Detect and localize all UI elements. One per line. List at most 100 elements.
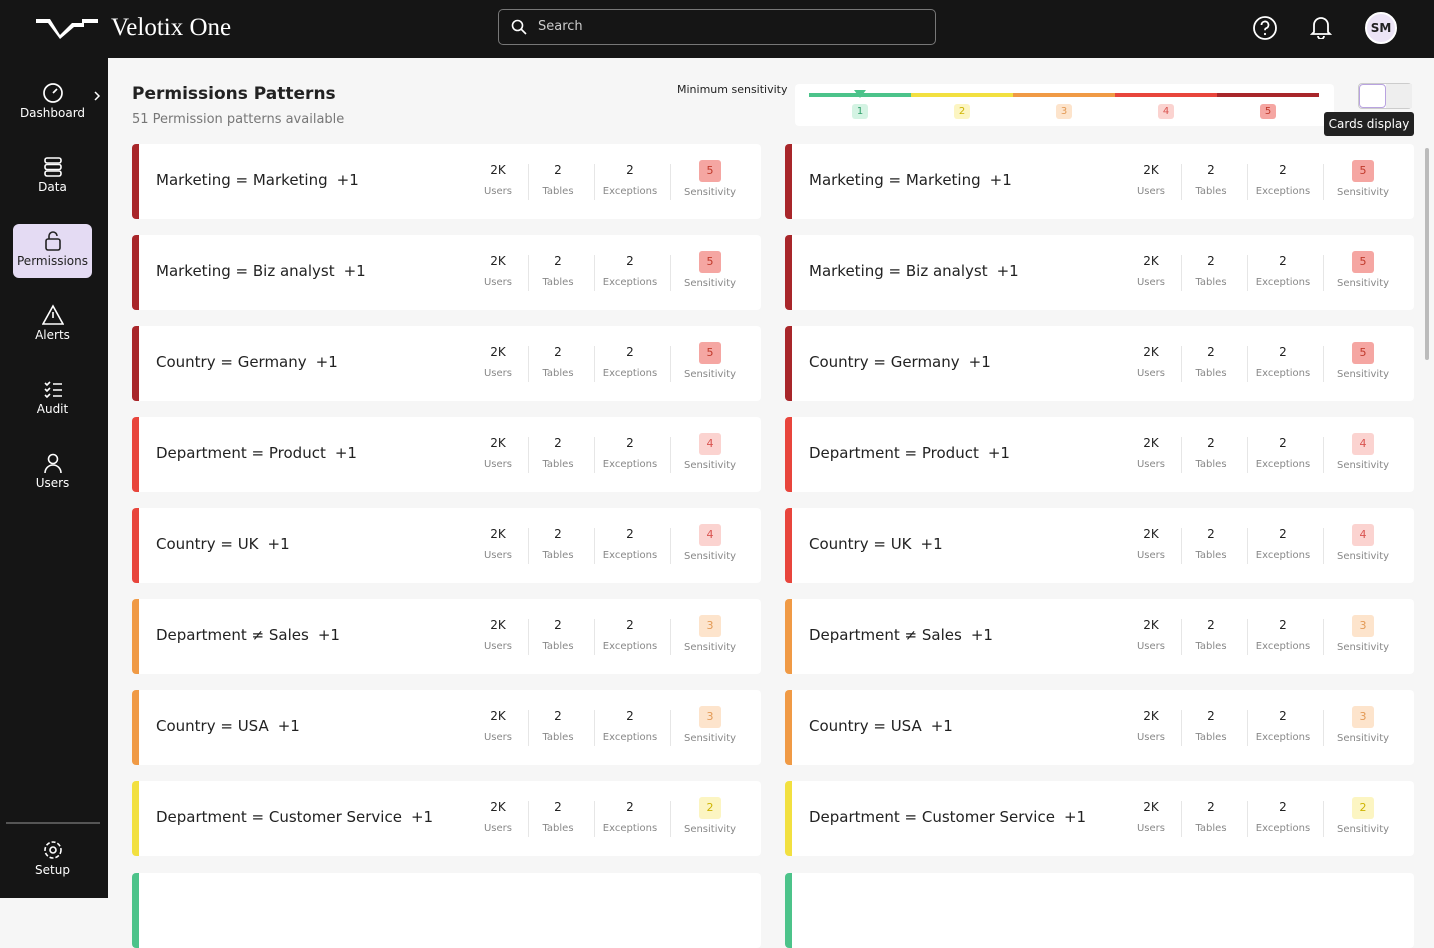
level-badge[interactable]: 4 [1158,104,1174,119]
pattern-card[interactable] [132,873,761,948]
pattern-extra: +1 [317,626,340,644]
stat-label: Users [1136,368,1165,379]
scrollbar[interactable] [1425,148,1429,360]
pattern-extra: +1 [343,262,366,280]
stat-value: 2 [626,709,634,723]
stat: 2K Users [463,527,533,561]
stat: 2K Users [463,709,533,743]
help-icon[interactable] [1252,15,1278,41]
pattern: Country = UK [809,535,912,553]
pattern-card[interactable]: Marketing = Biz analyst +1 2K Users 2 Tables 2… [785,235,1414,310]
stat: 2 Tables [1176,345,1246,379]
stat-value: 2K [490,527,506,541]
table-view-button[interactable] [1359,84,1386,108]
nav-item[interactable]: Data [13,150,92,204]
stat-value: 2 [626,163,634,177]
pattern-text: Marketing = Biz analyst +1 [156,262,366,280]
pattern-card[interactable]: Country = USA +1 2K Users 2 Tables 2 Exceptions… [132,690,761,765]
pattern-card[interactable]: Country = Germany +1 2K Users 2 Tables 2 Except… [132,326,761,401]
pattern: Country = USA [156,717,269,735]
level-badge[interactable]: 3 [1056,104,1072,119]
cards-view-button[interactable] [1386,84,1412,108]
pattern-card[interactable]: Marketing = Biz analyst +1 2K Users 2 Tables 2… [132,235,761,310]
pattern-card[interactable]: Country = UK +1 2K Users 2 Tables 2 Exceptions 4… [785,508,1414,583]
level-badge[interactable]: 2 [954,104,970,119]
divider [670,528,671,564]
pattern-card[interactable]: Department = Product +1 2K Users 2 Tables 2 Exc… [132,417,761,492]
sensitivity-badge: 3 [1352,615,1374,637]
pattern-card[interactable]: Country = UK +1 2K Users 2 Tables 2 Exceptions 4… [132,508,761,583]
page-title: Permissions Patterns [132,84,336,104]
divider [670,710,671,746]
pattern: Marketing = Marketing [809,171,981,189]
stat-label: Sensitivity [683,642,737,653]
stat-value: 2K [1143,709,1159,723]
nav-item[interactable]: Dashboard [13,76,92,130]
stat-label: Exceptions [1255,732,1311,743]
nav-item[interactable]: Audit [13,372,92,426]
stat: 2 Tables [523,254,593,288]
stat: 2K Users [1116,163,1186,197]
stat-label: Sensitivity [1336,642,1390,653]
bell-icon[interactable] [1310,15,1332,39]
pattern-extra: +1 [989,171,1012,189]
level-badge[interactable]: 1 [852,104,868,119]
stat-label: Sensitivity [1336,824,1390,835]
pattern-card[interactable] [785,873,1414,948]
stat-label: Users [1136,277,1165,288]
stat: 2 Tables [1176,254,1246,288]
pattern-card[interactable]: Marketing = Marketing +1 2K Users 2 Tables 2 Ex… [785,144,1414,219]
sensitivity-badge: 2 [1352,797,1374,819]
sensitivity-slider[interactable]: 1 2 3 4 5 [795,84,1334,126]
divider [670,801,671,837]
stat-value: 2 [626,345,634,359]
stat-value: 2K [1143,345,1159,359]
stat-label: Sensitivity [683,551,737,562]
pattern: Country = UK [156,535,259,553]
sensitivity-badge: 5 [1352,342,1374,364]
expand-arrow[interactable] [93,90,101,102]
pattern-card[interactable]: Country = Germany +1 2K Users 2 Tables 2 Except… [785,326,1414,401]
stat-value: 2 [1207,163,1215,177]
stat-value: 2 [1207,527,1215,541]
stat-value: 2 [1207,800,1215,814]
pattern: Marketing = Marketing [156,171,328,189]
stat-label: Tables [542,277,574,288]
level-badge[interactable]: 5 [1260,104,1276,119]
search-box[interactable]: Search [498,9,936,45]
pattern-card[interactable]: Department = Customer Service +1 2K Users 2 T… [785,781,1414,856]
pattern: Department = Customer Service [156,808,402,826]
nav-item[interactable]: Users [13,446,92,500]
stat-value: 2 [1207,709,1215,723]
avatar[interactable]: SM [1365,12,1397,44]
stat-label: Tables [1195,459,1227,470]
stat-value: 2 [554,527,562,541]
stat: 2 Exceptions [595,709,665,743]
pattern-extra: +1 [996,262,1019,280]
stat: 2 Tables [523,163,593,197]
pattern-card[interactable]: Department = Product +1 2K Users 2 Tables 2 Exc… [785,417,1414,492]
divider [528,801,529,837]
nav-item[interactable]: Setup [13,833,92,887]
stat: 4 Sensitivity [1328,433,1398,471]
nav-item[interactable]: Alerts [13,298,92,352]
pattern-card[interactable]: Department ≠ Sales +1 2K Users 2 Tables 2 Excep… [132,599,761,674]
sensitivity-bar [785,690,792,765]
pattern-card[interactable]: Marketing = Marketing +1 2K Users 2 Tables 2 Ex… [132,144,761,219]
stat-value: 2 [554,709,562,723]
divider [528,710,529,746]
pattern-card[interactable]: Department = Customer Service +1 2K Users 2 T… [132,781,761,856]
stat-value: 2 [1207,345,1215,359]
divider [528,346,529,382]
stat: 3 Sensitivity [675,615,745,653]
nav-item[interactable]: Permissions [13,224,92,278]
pattern-card[interactable]: Department ≠ Sales +1 2K Users 2 Tables 2 Excep… [785,599,1414,674]
slider-handle[interactable] [854,90,866,98]
stat-label: Users [483,368,512,379]
sensitivity-bar [132,690,139,765]
stat: 2 Exceptions [1248,436,1318,470]
sensitivity-bar [132,144,139,219]
stat: 2 Exceptions [595,345,665,379]
pattern-card[interactable]: Country = USA +1 2K Users 2 Tables 2 Exceptions… [785,690,1414,765]
sensitivity-badge: 4 [699,524,721,546]
